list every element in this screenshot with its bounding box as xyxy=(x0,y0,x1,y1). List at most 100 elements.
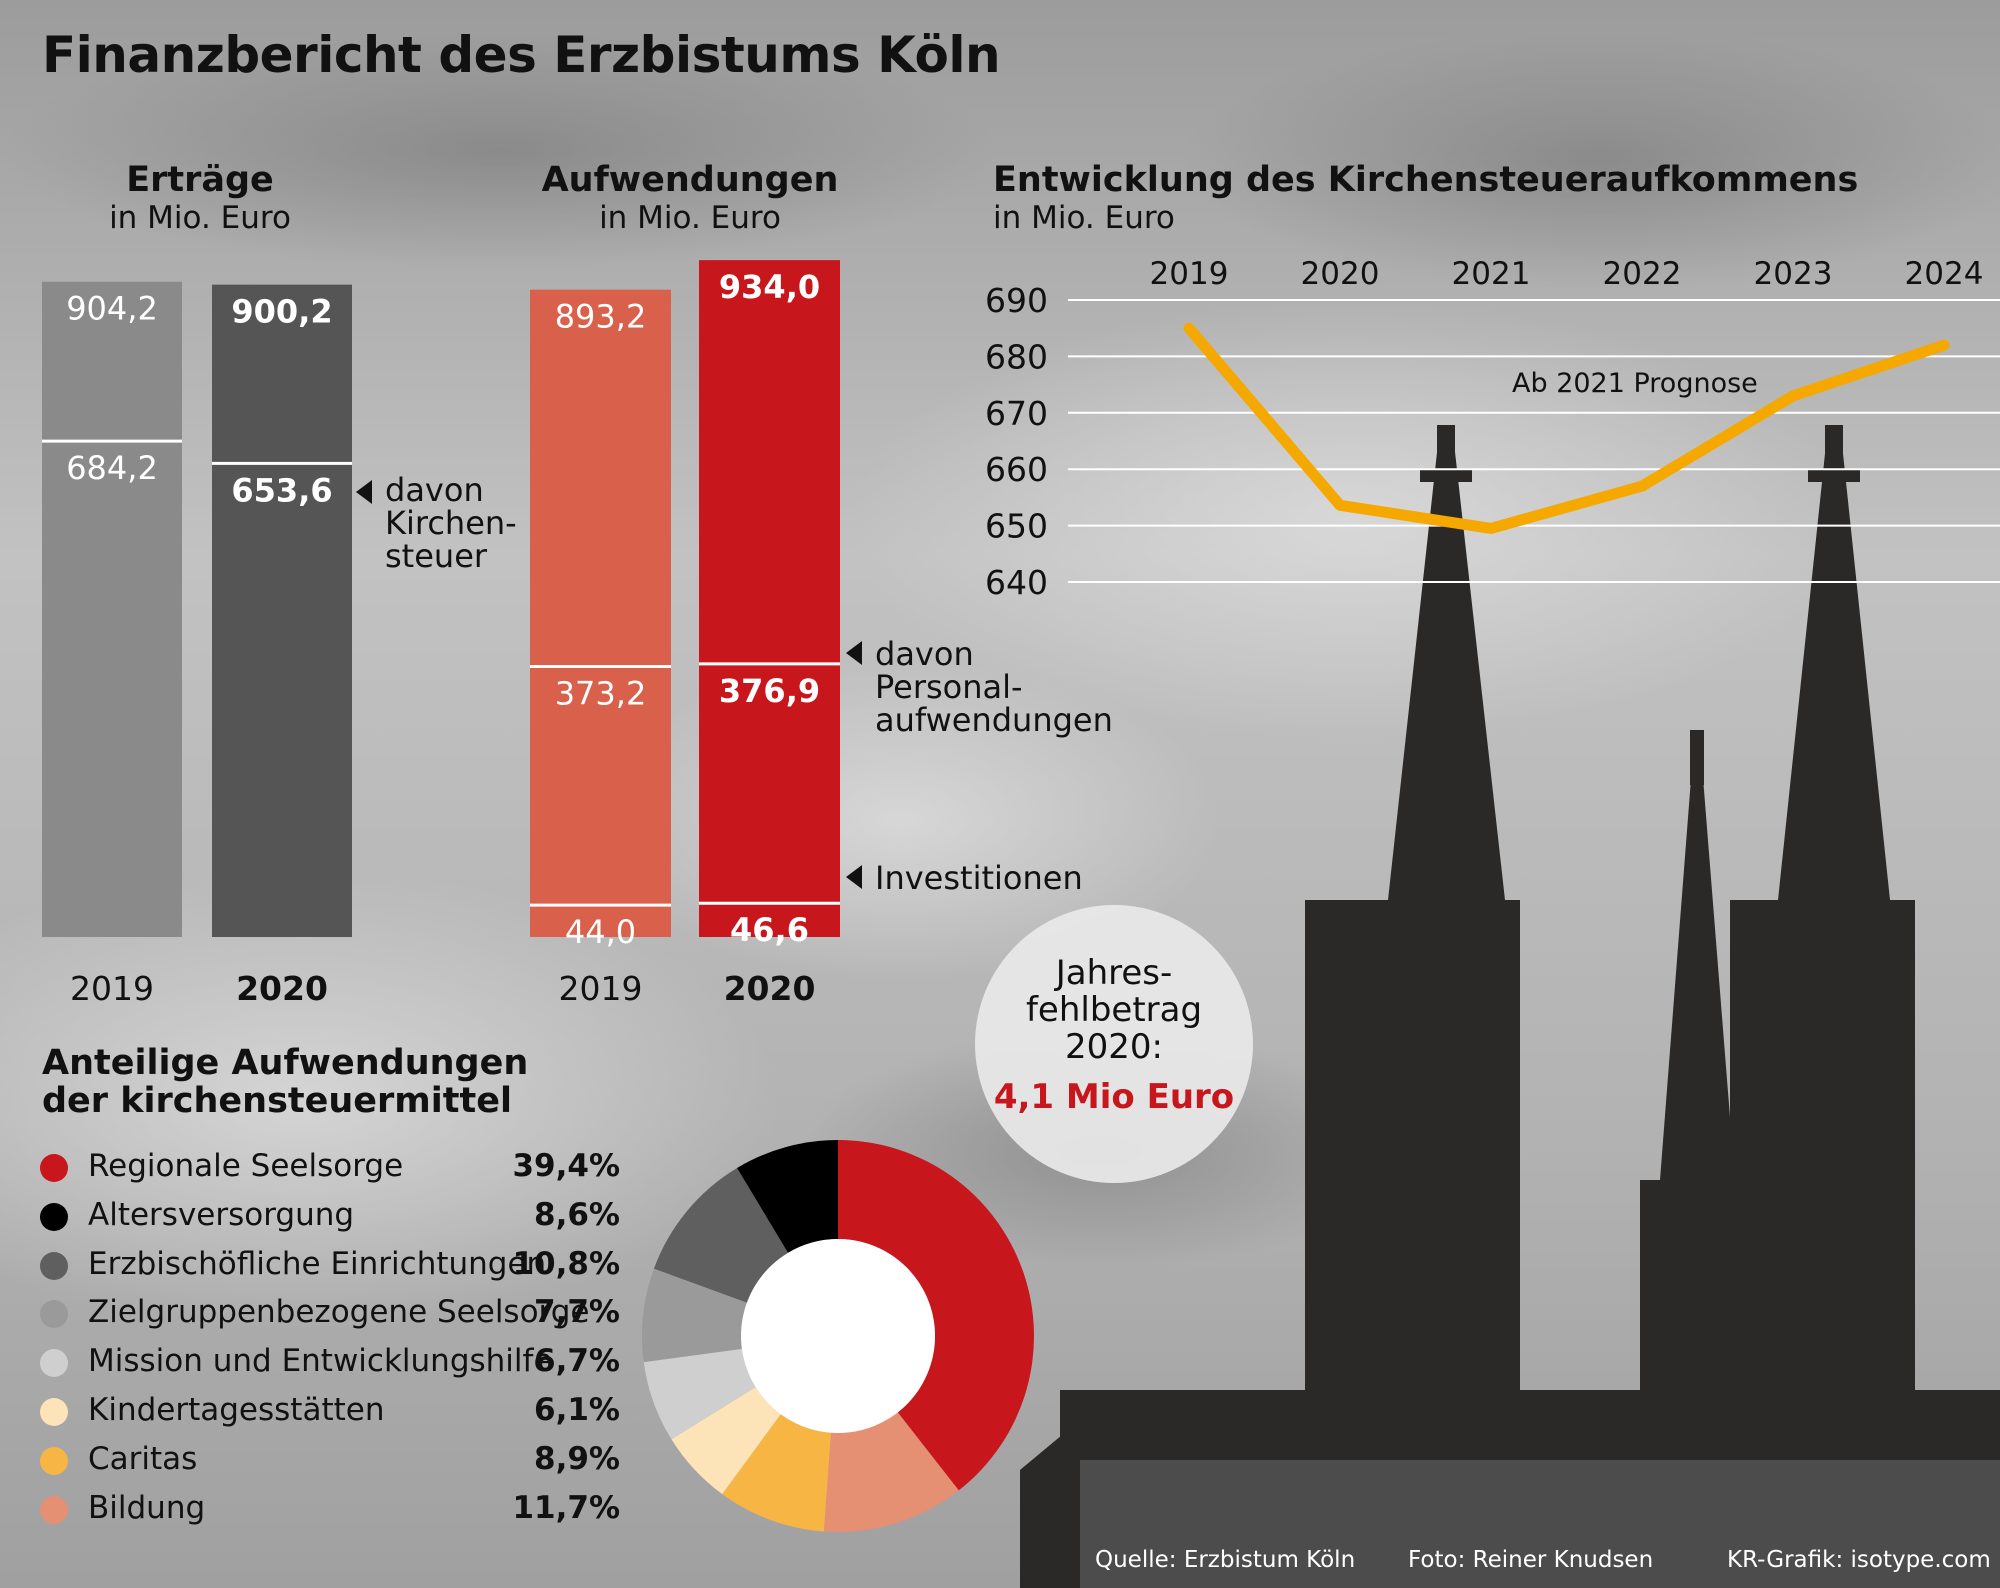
legend-label: Regionale Seelsorge xyxy=(88,1148,404,1184)
legend-label: Kindertagesstätten xyxy=(88,1392,385,1428)
donut-slice xyxy=(722,1414,831,1532)
kirchensteuer-line xyxy=(1183,322,1950,534)
ertraege-bar-chart: 904,2 684,2 2019 900,2 653,6 2020 xyxy=(42,281,352,1008)
y-tick-label: 680 xyxy=(985,337,1048,376)
bar-aufwendungen-2019 xyxy=(530,289,671,937)
donut-slice xyxy=(642,1268,747,1363)
legend-swatch-icon xyxy=(40,1495,68,1524)
line-point xyxy=(1339,504,1341,507)
aufwendungen-title: Aufwendungen xyxy=(541,160,839,200)
legend-swatch-icon xyxy=(40,1446,68,1475)
x-tick-label: 2023 xyxy=(1754,256,1833,292)
donut-hole xyxy=(741,1239,935,1433)
pie-title: Anteilige Aufwendungen der kirchensteuer… xyxy=(42,1044,528,1120)
bar-value-label: 44,0 xyxy=(565,913,636,951)
legend-item: Caritas 8,9% xyxy=(40,1441,620,1481)
fehlbetrag-label: Jahres- fehlbetrag 2020: xyxy=(1025,953,1203,1067)
legend-item: Regionale Seelsorge 39,4% xyxy=(40,1148,620,1188)
bar-value-label: 904,2 xyxy=(66,290,158,328)
legend-label: Mission und Entwicklungshilfe xyxy=(88,1343,553,1380)
donut-slice xyxy=(737,1140,838,1253)
bar-value-label: 893,2 xyxy=(555,298,647,336)
y-tick-label: 670 xyxy=(985,394,1048,433)
bar-value-label: 653,6 xyxy=(231,471,332,509)
aufwendungen-subtitle: in Mio. Euro xyxy=(599,200,781,236)
kirchensteuer-donut-chart xyxy=(642,1140,1034,1532)
legend-value: 8,9% xyxy=(534,1440,620,1477)
ertraege-subtitle: in Mio. Euro xyxy=(109,200,291,236)
source-credit: Quelle: Erzbistum Köln xyxy=(1095,1547,1356,1573)
legend-label: Bildung xyxy=(88,1489,206,1526)
donut-slice xyxy=(838,1140,1034,1491)
legend-swatch-icon xyxy=(40,1349,68,1378)
legend-swatch-icon xyxy=(40,1251,68,1280)
legend-item: Mission und Entwicklungshilfe 6,7% xyxy=(40,1343,620,1383)
kirchensteuer-arrow-icon xyxy=(356,480,372,504)
legend-swatch-icon xyxy=(40,1300,68,1329)
legend-item: Zielgruppenbezogene Seelsorge 7,7% xyxy=(40,1294,620,1334)
y-tick-label: 650 xyxy=(985,507,1048,546)
legend-value: 7,7% xyxy=(534,1294,620,1331)
bar-year-label: 2020 xyxy=(724,969,816,1008)
graphic-credit: KR-Grafik: isotype.com xyxy=(1727,1547,1991,1573)
legend-value: 8,6% xyxy=(534,1196,620,1233)
y-tick-label: 690 xyxy=(985,281,1048,320)
bar-year-label: 2020 xyxy=(236,969,328,1008)
legend-label: Zielgruppenbezogene Seelsorge xyxy=(88,1294,590,1331)
legend-label: Caritas xyxy=(88,1440,198,1477)
x-tick-label: 2020 xyxy=(1301,256,1380,292)
bar-value-label: 900,2 xyxy=(231,293,332,331)
aufwendungen-bar-chart: 893,2 373,2 44,0 2019 934,0 376,9 46,6 2020 xyxy=(530,260,840,1008)
bar-aufwendungen-2020 xyxy=(699,260,840,937)
legend-swatch-icon xyxy=(40,1202,68,1231)
photo-credit: Foto: Reiner Knudsen xyxy=(1408,1547,1654,1573)
invest-arrow-icon xyxy=(846,865,862,889)
legend-item: Altersversorgung 8,6% xyxy=(40,1197,620,1237)
donut-slice xyxy=(653,1167,789,1303)
ertraege-title: Erträge xyxy=(126,160,274,200)
legend-swatch-icon xyxy=(40,1398,68,1426)
kirchensteuer-line-chart: 640 650 660 670 680 690 2019 2020 2021 2022 2023 20… xyxy=(985,256,2000,602)
bar-year-label: 2019 xyxy=(559,969,643,1008)
x-tick-label: 2021 xyxy=(1452,256,1531,292)
line-point xyxy=(1188,327,1190,330)
x-tick-label: 2019 xyxy=(1150,256,1229,292)
personal-annotation: davon Personal- aufwendungen xyxy=(875,635,1113,739)
line-point xyxy=(1490,527,1492,530)
line-point xyxy=(1641,485,1643,488)
bar-value-label: 684,2 xyxy=(66,449,158,487)
kirchensteuer-annotation: davon Kirchen- steuer xyxy=(385,471,517,575)
legend-item: Bildung 11,7% xyxy=(40,1490,620,1530)
legend-label: Erzbischöfliche Einrichtungen xyxy=(88,1245,547,1282)
y-tick-label: 660 xyxy=(985,450,1048,489)
bar-erträge-2019 xyxy=(42,281,182,937)
line-point xyxy=(1943,344,1945,347)
line-point xyxy=(1792,394,1794,397)
bar-year-label: 2019 xyxy=(70,969,154,1008)
legend-value: 11,7% xyxy=(512,1489,620,1526)
legend-label: Altersversorgung xyxy=(88,1196,355,1233)
bar-erträge-2020 xyxy=(212,284,352,937)
legend-item: Kindertagesstätten 6,1% xyxy=(40,1392,620,1432)
kirchensteuer-subtitle: in Mio. Euro xyxy=(993,200,1175,236)
legend-value: 6,1% xyxy=(534,1392,620,1428)
kirchensteuer-title: Entwicklung des Kirchensteueraufkommens xyxy=(993,160,1859,200)
legend-item: Erzbischöfliche Einrichtungen 10,8% xyxy=(40,1246,620,1286)
bar-value-label: 376,9 xyxy=(719,672,820,710)
donut-slice xyxy=(643,1348,756,1440)
legend-value: 6,7% xyxy=(534,1343,620,1380)
legend-value: 39,4% xyxy=(512,1148,620,1184)
fehlbetrag-value: 4,1 Mio Euro xyxy=(993,1077,1235,1117)
bar-value-label: 934,0 xyxy=(719,268,820,306)
fehlbetrag-badge: Jahres- fehlbetrag 2020: 4,1 Mio Euro xyxy=(975,905,1253,1183)
legend-value: 10,8% xyxy=(512,1245,620,1282)
bar-value-label: 373,2 xyxy=(555,675,647,713)
main-title: Finanzbericht des Erzbistums Köln xyxy=(42,26,1001,84)
legend-swatch-icon xyxy=(40,1154,68,1182)
pie-title-line1: Anteilige Aufwendungen xyxy=(42,1043,529,1083)
invest-annotation: Investitionen xyxy=(875,859,1083,897)
donut-slice xyxy=(823,1412,959,1532)
personal-arrow-icon xyxy=(846,641,862,665)
y-tick-label: 640 xyxy=(985,563,1048,602)
